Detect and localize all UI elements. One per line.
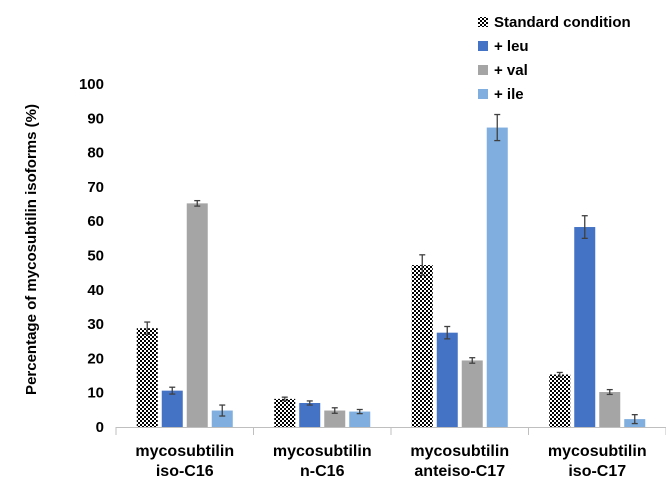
legend-label-4: + ile [494,86,524,103]
x-tick-label: iso-C16 [156,463,214,479]
y-axis-title: Percentage of mycosubtilin isoforms (%) [23,104,40,395]
bar-2-4 [574,227,596,427]
bar-1-2 [274,398,296,427]
bar-4-3 [486,127,508,427]
error-bar-2-4 [581,215,588,240]
bar-3-2 [324,410,346,427]
y-tick-label: 10 [87,385,104,402]
error-bars [144,113,638,425]
error-bar-1-4 [556,371,563,378]
legend-swatch-3 [478,65,488,75]
error-bar-4-1 [219,404,226,417]
error-bar-2-3 [444,325,451,340]
bar-3-3 [461,360,483,427]
x-tick-label: anteiso-C17 [414,463,505,479]
x-tick-label: mycosubtilin [135,443,234,460]
legend-label-1: Standard condition [494,14,631,31]
y-tick-label: 70 [87,179,104,196]
y-tick-label: 20 [87,350,104,367]
bar-4-2 [349,411,371,427]
bar-4-1 [211,410,233,427]
bar-2-1 [161,390,183,427]
bar-2-2 [299,402,321,427]
legend-label-3: + val [494,62,528,79]
legend-swatch-2 [478,41,488,51]
legend-swatch-1 [478,17,488,27]
x-tick-label: mycosubtilin [548,443,647,460]
error-bar-3-3 [469,357,476,364]
error-bar-3-1 [194,199,201,207]
legend-swatch-4 [478,89,488,99]
bar-1-3 [411,265,433,427]
y-tick-label: 0 [96,419,104,436]
error-bar-4-3 [494,113,501,142]
y-tick-label: 40 [87,282,104,299]
legend: Standard condition + leu + val + ile [478,14,631,103]
bar-3-4 [599,392,621,427]
error-bar-3-2 [331,407,338,414]
y-tick-label: 60 [87,213,104,230]
y-tick-label: 50 [87,248,104,265]
error-bar-4-2 [356,408,363,415]
bar-1-4 [549,374,571,427]
error-bar-4-4 [631,414,638,425]
x-tick-label: mycosubtilin [410,443,509,460]
y-tick-label: 80 [87,145,104,162]
x-tick-label: mycosubtilin [273,443,372,460]
error-bar-2-1 [169,386,176,395]
x-tick-label: n-C16 [300,463,345,479]
y-axis-title-group: Percentage of mycosubtilin isoforms (%) [23,104,40,395]
bar-2-3 [436,332,458,427]
error-bar-2-2 [306,400,313,406]
y-tick-label: 90 [87,110,104,127]
error-bar-1-1 [144,321,151,336]
x-axis: mycosubtilin iso-C16 mycosubtilin n-C16 myco… [115,427,666,479]
y-axis: 0 10 20 30 40 50 60 70 80 90 100 [79,76,104,436]
error-bar-3-4 [606,388,613,396]
x-tick-label: iso-C17 [568,463,626,479]
y-tick-label: 100 [79,76,104,93]
y-tick-label: 30 [87,316,104,333]
error-bar-1-3 [419,254,426,277]
error-bar-1-2 [281,396,288,402]
bar-1-1 [136,328,158,427]
bar-3-1 [186,203,208,427]
legend-label-2: + leu [494,38,529,55]
bars [136,127,646,427]
